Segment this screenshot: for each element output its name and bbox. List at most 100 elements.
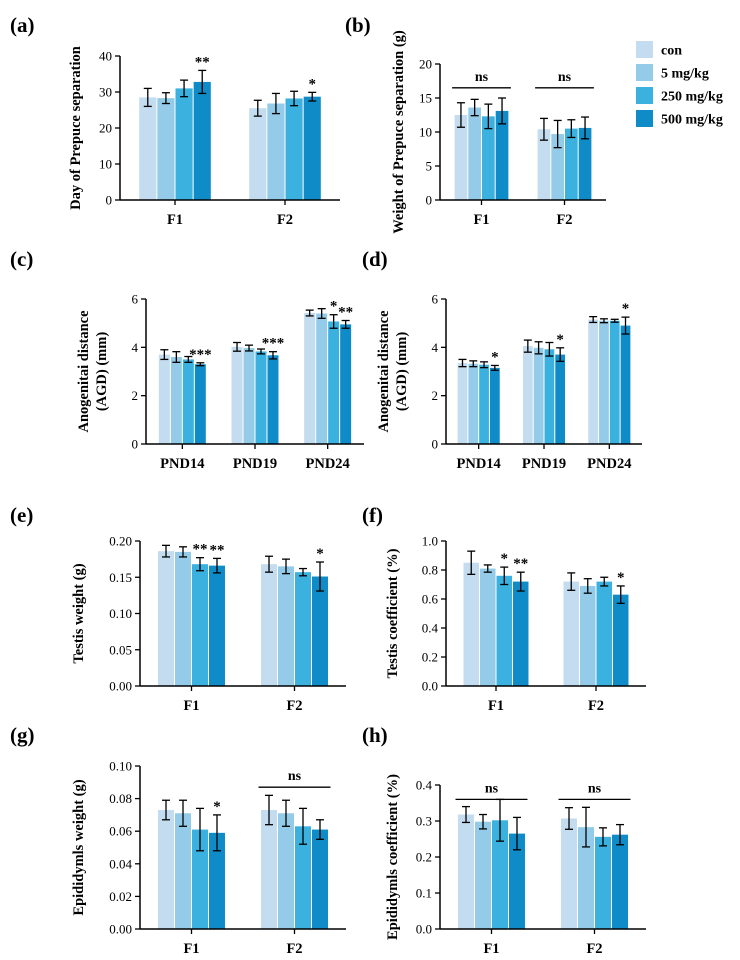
y-axis-label: (AGD) (mm) (94, 332, 110, 411)
bar (468, 363, 479, 444)
y-tick-label: 0.04 (109, 856, 132, 871)
bar (578, 827, 594, 929)
bar (479, 364, 489, 444)
bar (595, 836, 611, 929)
bar (158, 354, 170, 444)
bar (599, 320, 609, 444)
panel-a: (a)Day of Prepuce separation ***010203040… (10, 13, 340, 228)
bar (182, 359, 194, 444)
x-tick-label: PND14 (160, 456, 204, 472)
bar (192, 564, 208, 686)
significance-mark: ** (192, 542, 207, 558)
y-axis-label: (AGD) (mm) (394, 332, 410, 411)
x-tick-label: PND19 (233, 456, 277, 472)
panel-label: (g) (10, 723, 35, 747)
significance-mark: ** (513, 556, 528, 572)
bar (158, 810, 175, 929)
bar (508, 833, 525, 929)
bar (620, 325, 631, 444)
bar (208, 832, 225, 929)
bar (458, 814, 475, 929)
y-tick-label: 0 (432, 437, 439, 452)
bar (316, 313, 328, 444)
panel-label: (e) (10, 503, 33, 527)
y-tick-label: 20 (99, 121, 112, 136)
ns-label: ns (288, 769, 302, 784)
x-tick-label: PND24 (587, 456, 631, 472)
significance-mark: ** (195, 54, 210, 70)
panel-g: (g) Epididymls weight (g) * ns 0.00 0.02 0.04 0… (10, 723, 346, 957)
y-axis-label: Epididymls coefficient (%) (385, 774, 401, 940)
x-tick-label: F2 (586, 941, 602, 957)
bar (304, 313, 316, 444)
bar (175, 813, 191, 929)
bar (170, 357, 182, 444)
significance-mark: *** (262, 336, 285, 352)
panel-d: (d) Anogenitai distance (AGD) (mm) * * * 0 2 4 6 P… (362, 247, 642, 472)
bar (537, 129, 551, 200)
y-tick-label: 0 (426, 193, 433, 208)
y-tick-label: 30 (99, 85, 112, 100)
panel-label: (b) (345, 13, 371, 37)
legend-swatch (636, 87, 653, 104)
significance-mark: * (622, 301, 630, 317)
x-tick-label: F1 (183, 941, 199, 957)
y-tick-label: 0.8 (422, 563, 438, 578)
panel-c: (c)Anogenitai distance (AGD) (mm) ******* *… (10, 247, 364, 472)
bar (468, 107, 481, 200)
bar (278, 813, 294, 929)
bar (243, 348, 255, 444)
y-tick-label: 10 (99, 157, 112, 172)
bar (285, 98, 303, 200)
y-tick-label: 2 (432, 388, 439, 403)
y-axis-label: Anogenitai distance (376, 310, 392, 433)
y-axis-label: Anogenitai distance (76, 310, 92, 433)
y-tick-label: 1.0 (422, 534, 438, 549)
y-tick-label: 0 (106, 193, 113, 208)
significance-mark: * (556, 332, 564, 348)
legend-label: 500 mg/kg (661, 113, 723, 128)
y-tick-label: 6 (432, 292, 439, 307)
bar (261, 564, 278, 686)
y-tick-label: 0.20 (109, 534, 132, 549)
y-tick-label: 0 (132, 437, 139, 452)
y-tick-label: 4 (432, 340, 439, 355)
y-tick-label: 40 (99, 49, 112, 64)
bar (175, 88, 193, 200)
significance-mark: * (316, 546, 324, 562)
y-tick-label: 0.2 (416, 850, 432, 865)
significance-mark: * (491, 349, 499, 365)
bar (231, 346, 243, 444)
bar (565, 128, 578, 200)
bar (175, 551, 191, 686)
bar (340, 324, 352, 444)
y-tick-label: 0.4 (422, 621, 439, 636)
panel-e: (e)Testis weight (g)** ** *0.000.050.100.1… (10, 503, 346, 714)
x-tick-label: F1 (483, 941, 499, 957)
y-tick-label: 10 (419, 125, 432, 140)
bar (611, 834, 628, 929)
y-tick-label: 0.2 (422, 650, 438, 665)
y-axis-label: Epididymls weight (g) (71, 779, 87, 915)
bar (544, 349, 555, 444)
bar (495, 110, 509, 200)
significance-mark: * (617, 570, 625, 586)
bar (267, 103, 285, 200)
x-tick-label: F1 (183, 698, 199, 714)
bar (613, 594, 629, 686)
x-tick-label: F2 (588, 698, 604, 714)
bar (522, 346, 533, 444)
y-tick-label: 0.1 (416, 886, 432, 901)
panel-f: (f)Testis coefficient (%) * ***0.00.20.40.… (362, 503, 646, 714)
legend-swatch (636, 64, 653, 81)
bar (295, 572, 311, 686)
bar (609, 320, 620, 444)
panel-label: (a) (10, 13, 35, 37)
bar (463, 562, 479, 686)
bar (158, 551, 175, 686)
x-tick-label: F2 (286, 698, 302, 714)
significance-mark: * (308, 76, 316, 92)
x-tick-label: F2 (556, 212, 572, 228)
bar (311, 576, 328, 686)
bar (588, 319, 599, 444)
